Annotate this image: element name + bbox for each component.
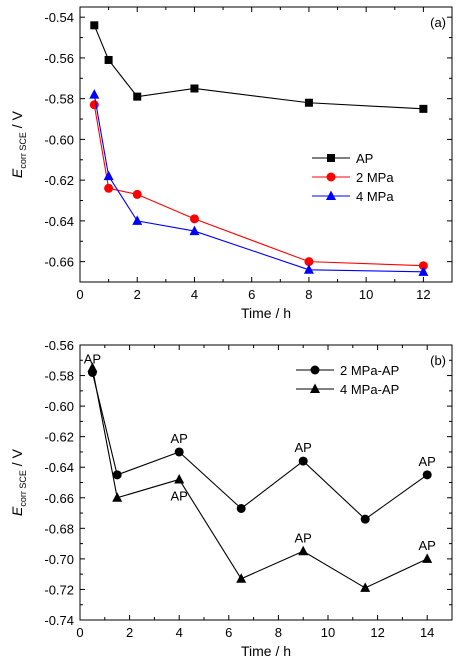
y-tick-label: -0.62 <box>44 173 74 188</box>
data-point-4-mpa <box>303 264 314 274</box>
series-line-ap <box>93 25 424 110</box>
data-point-2-mpa-ap <box>112 470 122 480</box>
data-point-4-mpa <box>189 225 200 236</box>
x-tick-label: 0 <box>76 287 83 302</box>
data-point-4-mpa-ap <box>422 553 433 563</box>
y-tick-label: -0.66 <box>44 255 74 270</box>
data-point-ap <box>104 55 113 64</box>
data-point-2-mpa-ap <box>422 470 432 480</box>
x-tick-label: 8 <box>275 625 282 640</box>
data-point-ap <box>90 21 99 30</box>
y-tick-label: -0.64 <box>44 214 74 229</box>
annotation-label: AP <box>171 488 188 503</box>
y-axis-title: Ecorr SCE / V <box>9 448 28 516</box>
data-point-2-mpa <box>104 183 114 193</box>
legend-marker-ap <box>327 154 335 162</box>
x-axis-title: Time / h <box>241 643 291 659</box>
annotation-label: AP <box>84 352 101 367</box>
x-tick-label: 10 <box>359 287 373 302</box>
y-tick-label: -0.60 <box>44 132 74 147</box>
legend-marker-4-mpa-ap <box>310 383 320 393</box>
data-point-ap <box>133 92 142 101</box>
y-tick-label: -0.54 <box>44 10 74 25</box>
legend-label-4-mpa-ap: 4 MPa-AP <box>340 382 399 397</box>
data-point-2-mpa <box>418 261 428 271</box>
data-point-4-mpa-ap <box>87 362 98 372</box>
x-tick-label: 14 <box>420 625 434 640</box>
data-point-4-mpa-ap <box>298 545 309 556</box>
data-point-2-mpa-ap <box>298 456 308 466</box>
data-point-2-mpa <box>89 100 99 110</box>
y-tick-label: -0.58 <box>44 92 74 107</box>
annotation-label: AP <box>171 431 188 446</box>
data-point-ap <box>190 84 199 93</box>
annotation-label: AP <box>419 538 436 553</box>
x-axis-title: Time / h <box>241 305 291 321</box>
x-tick-label: 0 <box>76 625 83 640</box>
y-tick-label: -0.64 <box>44 460 74 475</box>
data-point-2-mpa <box>189 214 199 224</box>
data-point-2-mpa-ap <box>236 503 246 513</box>
annotation-label: AP <box>419 454 436 469</box>
y-tick-label: -0.74 <box>44 613 74 628</box>
series-line-4-mpa <box>93 94 424 273</box>
data-point-4-mpa-ap <box>236 573 247 583</box>
y-tick-label: -0.68 <box>44 521 74 536</box>
data-point-4-mpa-ap <box>112 492 123 502</box>
data-point-2-mpa <box>132 189 142 199</box>
chart-panel-a: 0 2 4 6 8 10 12 -0.66 -0.64 -0.62 -0.60 -0.58 -0.56 -… <box>9 6 453 321</box>
y-tick-label: -0.70 <box>44 552 74 567</box>
x-tick-label: 8 <box>305 287 312 302</box>
data-point-4-mpa <box>103 170 114 181</box>
chart-panel-b: 0 2 4 6 8 10 12 14 -0.74 -0.72 -0.70 -0.68 -0.66 -0.6… <box>9 338 453 659</box>
annotation-label: AP <box>295 440 312 455</box>
y-tick-label: -0.72 <box>44 582 74 597</box>
data-point-2-mpa-ap <box>360 514 370 524</box>
legend-marker-4-mpa <box>326 190 336 200</box>
x-tick-label: 6 <box>225 625 232 640</box>
legend-label-2-mpa: 2 MPa <box>356 170 394 185</box>
x-tick-label: 10 <box>321 625 335 640</box>
data-point-4-mpa <box>89 89 100 99</box>
y-tick-label: -0.66 <box>44 491 74 506</box>
y-axis-title: Ecorr SCE / V <box>9 110 28 178</box>
data-point-ap <box>304 98 313 107</box>
x-tick-label: 2 <box>134 287 141 302</box>
data-point-ap <box>419 104 428 113</box>
data-point-2-mpa <box>304 257 314 267</box>
data-point-4-mpa <box>132 215 143 225</box>
x-tick-label: 12 <box>370 625 384 640</box>
x-tick-label: 12 <box>416 287 430 302</box>
data-point-4-mpa-ap <box>174 473 185 484</box>
annotation-label: AP <box>295 530 312 545</box>
legend-label-2-mpa-ap: 2 MPa-AP <box>340 363 399 378</box>
legend-label-4-mpa: 4 MPa <box>356 189 394 204</box>
legend-marker-2-mpa <box>326 172 336 182</box>
series-line-4-mpa-ap <box>91 367 428 589</box>
y-tick-label: -0.56 <box>44 51 74 66</box>
legend-label-ap: AP <box>356 151 373 166</box>
panel-label: (a) <box>430 15 446 30</box>
x-tick-label: 2 <box>126 625 133 640</box>
y-tick-label: -0.60 <box>44 399 74 414</box>
y-tick-label: -0.62 <box>44 430 74 445</box>
x-tick-label: 4 <box>191 287 198 302</box>
plot-frame <box>79 6 453 283</box>
legend-marker-2-mpa-ap <box>310 365 320 375</box>
data-point-4-mpa <box>418 266 429 276</box>
x-tick-label: 4 <box>176 625 183 640</box>
series-line-2-mpa <box>93 104 424 267</box>
x-tick-label: 6 <box>248 287 255 302</box>
y-tick-label: -0.58 <box>44 369 74 384</box>
panel-label: (b) <box>430 353 446 368</box>
data-point-4-mpa-ap <box>360 582 371 592</box>
data-point-2-mpa-ap <box>174 447 184 457</box>
y-tick-label: -0.56 <box>44 338 74 353</box>
